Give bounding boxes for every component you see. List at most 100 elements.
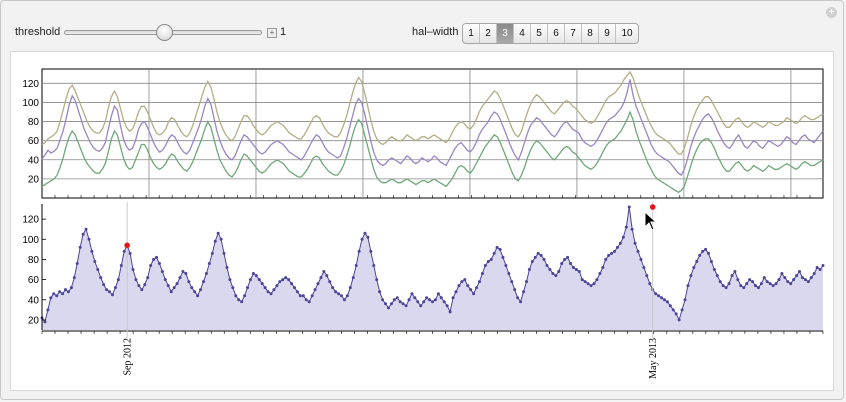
data-point bbox=[589, 284, 593, 288]
data-point bbox=[66, 290, 70, 294]
data-point bbox=[686, 284, 690, 288]
data-point bbox=[803, 278, 807, 282]
data-point bbox=[137, 284, 141, 288]
data-point bbox=[513, 288, 517, 292]
data-point bbox=[815, 266, 819, 270]
bottom-ytick-label: 80 bbox=[28, 255, 40, 266]
data-point bbox=[357, 249, 361, 253]
data-point bbox=[712, 268, 716, 272]
data-point bbox=[451, 296, 455, 300]
data-point bbox=[260, 282, 264, 286]
data-point bbox=[345, 294, 349, 298]
controls-bar: threshold + 1 hal–width 1 2 3 4 5 6 7 8 9 10 bbox=[0, 0, 846, 60]
data-point bbox=[568, 261, 572, 265]
data-point bbox=[228, 278, 232, 282]
halfwidth-option-5[interactable]: 5 bbox=[531, 24, 548, 43]
data-point bbox=[498, 247, 502, 251]
top-ytick-label: 120 bbox=[22, 79, 39, 90]
data-point bbox=[163, 278, 167, 282]
data-point bbox=[586, 282, 590, 286]
data-point bbox=[733, 270, 737, 274]
halfwidth-label: hal–width bbox=[412, 26, 459, 38]
data-point bbox=[671, 308, 675, 312]
data-point bbox=[416, 300, 420, 304]
halfwidth-option-8[interactable]: 8 bbox=[582, 24, 599, 43]
data-point bbox=[398, 300, 402, 304]
data-point bbox=[334, 290, 338, 294]
halfwidth-option-2[interactable]: 2 bbox=[480, 24, 497, 43]
data-point bbox=[472, 292, 476, 296]
data-point bbox=[630, 227, 634, 231]
halfwidth-option-9[interactable]: 9 bbox=[599, 24, 616, 43]
data-point bbox=[240, 300, 244, 304]
halfwidth-option-3[interactable]: 3 bbox=[497, 24, 514, 43]
halfwidth-option-7[interactable]: 7 bbox=[565, 24, 582, 43]
data-point bbox=[730, 274, 734, 278]
data-point bbox=[618, 241, 622, 245]
data-point bbox=[190, 286, 194, 290]
data-point bbox=[384, 302, 388, 306]
data-point bbox=[495, 245, 499, 249]
data-point bbox=[72, 276, 76, 280]
plus-icon[interactable]: + bbox=[267, 28, 277, 38]
data-point bbox=[554, 274, 558, 278]
data-point bbox=[113, 286, 117, 290]
data-point bbox=[272, 288, 276, 292]
halfwidth-option-6[interactable]: 6 bbox=[548, 24, 565, 43]
data-point bbox=[152, 257, 156, 261]
data-point bbox=[143, 283, 147, 287]
data-point bbox=[93, 259, 97, 263]
data-point bbox=[210, 251, 214, 255]
halfwidth-option-10[interactable]: 10 bbox=[621, 28, 633, 39]
data-point bbox=[386, 306, 390, 310]
data-point bbox=[140, 288, 144, 292]
data-point bbox=[278, 280, 282, 284]
data-point bbox=[709, 259, 713, 263]
data-point bbox=[624, 225, 628, 229]
data-point bbox=[768, 282, 772, 286]
data-point bbox=[193, 290, 197, 294]
data-point bbox=[674, 312, 678, 316]
data-point bbox=[739, 284, 743, 288]
data-point bbox=[774, 282, 778, 286]
bottom-ytick-label: 100 bbox=[22, 235, 39, 246]
data-point bbox=[381, 298, 385, 302]
data-point bbox=[821, 263, 825, 267]
plus-icon[interactable]: + bbox=[826, 7, 837, 18]
data-point bbox=[392, 298, 396, 302]
data-point bbox=[577, 270, 581, 274]
data-point bbox=[460, 280, 464, 284]
smoothed-series-line bbox=[41, 79, 824, 177]
data-point bbox=[413, 296, 417, 300]
data-point bbox=[254, 274, 258, 278]
data-point bbox=[389, 302, 393, 306]
data-point bbox=[175, 282, 179, 286]
data-point bbox=[360, 237, 364, 241]
data-point bbox=[560, 261, 564, 265]
halfwidth-option-1[interactable]: 1 bbox=[463, 24, 480, 43]
data-point bbox=[155, 255, 159, 259]
data-point bbox=[745, 282, 749, 286]
data-point bbox=[583, 280, 587, 284]
data-point bbox=[105, 288, 109, 292]
data-point bbox=[243, 294, 247, 298]
data-point bbox=[322, 270, 326, 274]
data-point bbox=[307, 300, 311, 304]
data-point bbox=[433, 298, 437, 302]
data-point bbox=[692, 266, 696, 270]
peak-marker bbox=[124, 242, 130, 249]
data-point bbox=[457, 284, 461, 288]
data-point bbox=[116, 278, 120, 282]
data-point bbox=[428, 298, 432, 302]
data-point bbox=[800, 276, 804, 280]
halfwidth-option-4[interactable]: 4 bbox=[514, 24, 531, 43]
threshold-slider-thumb[interactable] bbox=[155, 24, 173, 41]
data-point bbox=[736, 278, 740, 282]
bottom-ytick-label: 120 bbox=[22, 215, 39, 226]
data-point bbox=[295, 290, 299, 294]
data-point bbox=[527, 268, 531, 272]
data-point bbox=[395, 296, 399, 300]
data-point bbox=[539, 253, 543, 257]
data-point bbox=[798, 270, 802, 274]
data-point bbox=[551, 272, 555, 276]
